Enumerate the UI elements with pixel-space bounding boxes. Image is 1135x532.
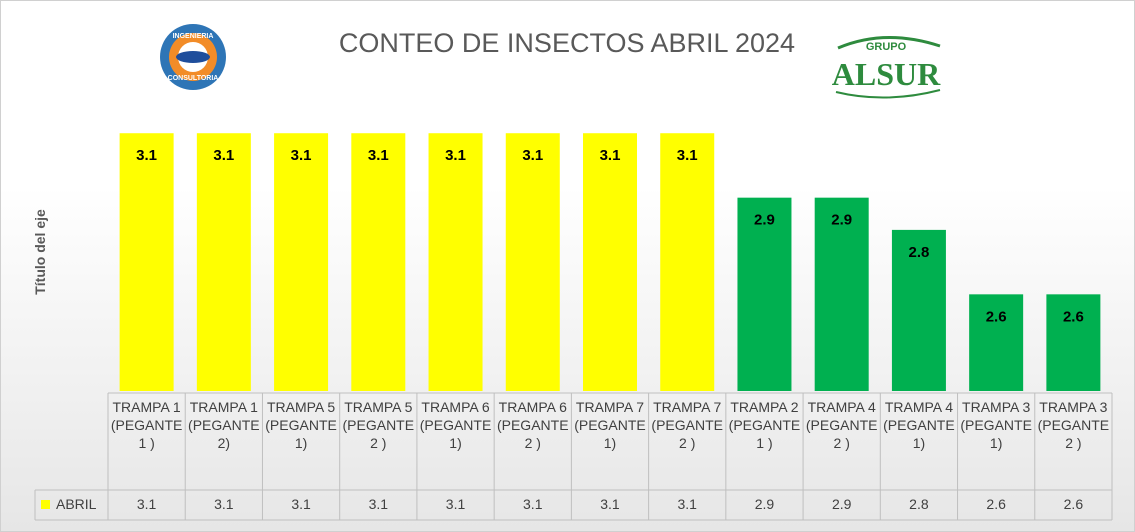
table-value: 3.1 <box>291 496 311 512</box>
table-value: 3.1 <box>677 496 697 512</box>
table-value: 2.6 <box>1063 496 1084 512</box>
data-label: 3.1 <box>368 147 389 164</box>
table-value: 3.1 <box>214 496 234 512</box>
bar <box>505 133 560 391</box>
logo-text: GRUPO <box>866 41 907 53</box>
x-tick-label: TRAMPA 2 (PEGANTE 1 ) <box>728 399 801 451</box>
data-label: 2.9 <box>831 212 852 229</box>
data-label: 3.1 <box>677 147 698 164</box>
bar <box>196 133 251 391</box>
bar <box>737 197 792 391</box>
table-value: 2.9 <box>754 496 775 512</box>
data-label: 3.1 <box>522 147 543 164</box>
logo-text: ALSUR <box>832 56 941 92</box>
x-tick-label: TRAMPA 1 (PEGANTE 1 ) <box>110 399 183 451</box>
x-tick-label: TRAMPA 3 (PEGANTE 2 ) <box>1037 399 1110 451</box>
x-tick-label: TRAMPA 7 (PEGANTE 2 ) <box>651 399 723 451</box>
bar <box>119 133 174 391</box>
table-value: 2.9 <box>831 496 852 512</box>
bar <box>583 133 637 391</box>
chart-title: CONTEO DE INSECTOS ABRIL 2024 <box>339 28 795 58</box>
x-tick-label: TRAMPA 6 (PEGANTE 1) <box>419 399 492 451</box>
data-label: 3.1 <box>445 147 466 164</box>
table-value: 2.6 <box>986 496 1006 512</box>
bar <box>814 197 869 391</box>
table-value: 2.8 <box>909 496 929 512</box>
data-label: 2.8 <box>908 244 929 261</box>
x-tick-label: TRAMPA 3 (PEGANTE 1) <box>960 399 1032 451</box>
legend-swatch <box>41 500 50 509</box>
x-tick-label: TRAMPA 4 (PEGANTE 1) <box>883 399 955 451</box>
table-value: 3.1 <box>368 496 389 512</box>
axis-title: Título del eje <box>32 209 48 295</box>
data-table-grid <box>34 392 1113 521</box>
table-value: 3.1 <box>445 496 466 512</box>
data-label: 3.1 <box>136 147 157 164</box>
bar <box>1046 294 1101 391</box>
logo-left: INGENIERIA CONSULTORIA <box>160 24 226 90</box>
bar <box>351 133 406 391</box>
data-label: 2.9 <box>754 212 775 229</box>
logo-right: GRUPO ALSUR <box>832 35 941 99</box>
table-value: 3.1 <box>600 496 620 512</box>
bar <box>969 294 1024 391</box>
bar <box>274 133 329 391</box>
x-tick-label: TRAMPA 6 (PEGANTE 2 ) <box>496 399 569 451</box>
data-label: 2.6 <box>986 308 1007 325</box>
legend-label: ABRIL <box>56 496 97 512</box>
bar <box>660 133 715 391</box>
x-tick-label: TRAMPA 5 (PEGANTE 2 ) <box>342 399 415 451</box>
x-tick-label: TRAMPA 1 (PEGANTE 2) <box>188 399 260 451</box>
data-label: 3.1 <box>600 147 621 164</box>
data-label: 3.1 <box>291 147 312 164</box>
table-value: 3.1 <box>523 496 543 512</box>
logo-text: INGENIERIA <box>173 33 214 40</box>
logo-text: CONSULTORIA <box>168 75 219 82</box>
bar <box>891 229 946 391</box>
x-tick-label: TRAMPA 7 (PEGANTE 1) <box>574 399 646 451</box>
table-value: 3.1 <box>136 496 157 512</box>
data-label: 3.1 <box>213 147 234 164</box>
x-tick-label: TRAMPA 5 (PEGANTE 1) <box>265 399 337 451</box>
x-tick-label: TRAMPA 4 (PEGANTE 2 ) <box>805 399 878 451</box>
data-label: 2.6 <box>1063 308 1084 325</box>
bar <box>428 133 483 391</box>
